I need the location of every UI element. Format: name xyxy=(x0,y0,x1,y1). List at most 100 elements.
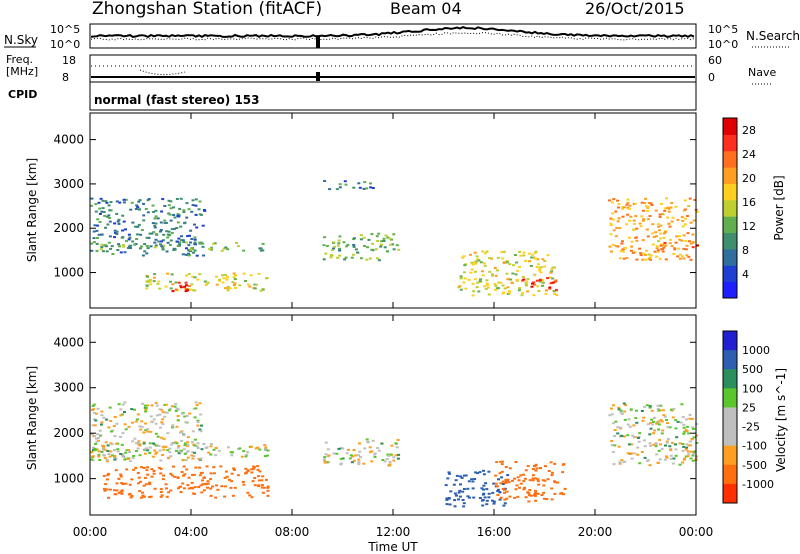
velocity-echo-cell xyxy=(660,447,664,450)
velocity-echo-cell xyxy=(612,404,616,407)
power-echo-cell xyxy=(612,198,616,201)
velocity-echo-cell xyxy=(681,443,685,445)
velocity-echo-cell xyxy=(682,426,686,429)
velocity-echo-cell xyxy=(659,404,663,407)
velocity-echo-cell xyxy=(138,490,142,493)
power-echo-cell xyxy=(551,277,555,280)
power-echo-cell xyxy=(232,276,236,279)
velocity-echo-cell xyxy=(365,438,369,441)
power-echo-cell xyxy=(644,197,648,200)
velocity-echo-cell xyxy=(682,423,686,426)
velocity-echo-cell xyxy=(186,484,190,487)
time-tick-label: 00:00 xyxy=(679,525,714,539)
velocity-echo-cell xyxy=(692,427,696,430)
power-echo-cell xyxy=(473,251,477,254)
power-echo-cell xyxy=(158,287,162,290)
power-echo-cell xyxy=(354,248,358,251)
power-echo-cell xyxy=(641,209,645,212)
velocity-echo-cell xyxy=(543,479,547,482)
velocity-echo-cell xyxy=(678,463,682,466)
power-echo-cell xyxy=(322,244,326,247)
velocity-echo-cell xyxy=(323,461,327,464)
velocity-echo-cell xyxy=(683,430,687,433)
velocity-echo-cell xyxy=(357,458,361,461)
power-echo-cell xyxy=(350,256,354,259)
power-echo-cell xyxy=(161,246,165,249)
velocity-echo-cell xyxy=(108,488,112,491)
velocity-echo-cell xyxy=(690,417,694,420)
velocity-echo-cell xyxy=(528,489,532,491)
power-echo-cell xyxy=(368,257,372,260)
power-echo-cell xyxy=(525,284,529,287)
power-echo-cell xyxy=(541,279,545,282)
power-echo-cell xyxy=(192,289,196,292)
power-echo-cell xyxy=(673,247,677,250)
velocity-echo-cell xyxy=(113,458,117,461)
power-echo-cell xyxy=(646,206,650,209)
velocity-echo-cell xyxy=(674,419,678,422)
velocity-colorbar-segment xyxy=(723,483,737,504)
power-echo-cell xyxy=(104,226,107,229)
velocity-echo-cell xyxy=(462,505,466,508)
power-echo-cell xyxy=(608,245,612,248)
velocity-echo-cell xyxy=(618,462,622,465)
power-echo-cell xyxy=(374,248,378,251)
velocity-echo-cell xyxy=(190,441,194,444)
velocity-echo-cell xyxy=(94,437,98,440)
power-echo-cell xyxy=(169,287,173,290)
power-echo-cell xyxy=(193,223,196,226)
power-echo-cell xyxy=(688,240,691,243)
noise-gap-marker xyxy=(316,36,320,48)
velocity-echo-cell xyxy=(162,474,165,477)
velocity-echo-cell xyxy=(460,476,464,479)
power-echo-cell xyxy=(462,255,466,258)
power-echo-cell xyxy=(122,220,126,223)
velocity-echo-cell xyxy=(123,423,127,426)
velocity-echo-cell xyxy=(167,456,171,459)
power-echo-cell xyxy=(371,242,374,245)
velocity-echo-cell xyxy=(140,420,144,423)
power-echo-cell xyxy=(152,211,156,213)
velocity-echo-cell xyxy=(497,488,500,491)
power-echo-cell xyxy=(666,206,670,209)
velocity-echo-cell xyxy=(373,456,377,458)
power-echo-cell xyxy=(550,268,554,271)
power-echo-cell xyxy=(524,260,528,262)
velocity-echo-cell xyxy=(692,436,696,439)
velocity-echo-cell xyxy=(223,476,227,479)
velocity-echo-cell xyxy=(690,438,694,440)
power-echo-cell xyxy=(128,247,132,249)
power-echo-cell xyxy=(187,252,191,255)
velocity-echo-cell xyxy=(148,442,152,445)
velocity-echo-cell xyxy=(523,486,527,489)
velocity-echo-cell xyxy=(633,452,637,455)
power-echo-cell xyxy=(397,248,401,251)
power-echo-cell xyxy=(329,256,333,259)
velocity-echo-cell xyxy=(669,454,673,457)
power-echo-cell xyxy=(510,281,514,284)
power-echo-cell xyxy=(459,288,463,291)
velocity-echo-cell xyxy=(98,429,102,432)
power-echo-cell xyxy=(485,279,489,282)
velocity-echo-cell xyxy=(179,485,182,488)
velocity-echo-cell xyxy=(196,419,200,422)
power-echo-cell xyxy=(172,214,176,216)
power-echo-cell xyxy=(344,256,348,259)
power-echo-cell xyxy=(118,201,122,204)
velocity-echo-cell xyxy=(544,465,547,468)
velocity-echo-cell xyxy=(674,454,678,457)
power-echo-cell xyxy=(182,209,186,212)
velocity-echo-cell xyxy=(159,472,163,475)
power-echo-cell xyxy=(194,204,198,207)
velocity-echo-cell xyxy=(107,453,111,455)
velocity-echo-cell xyxy=(93,435,96,438)
velocity-echo-cell xyxy=(323,456,327,459)
velocity-echo-cell xyxy=(392,459,396,462)
velocity-echo-cell xyxy=(153,487,157,490)
velocity-echo-cell xyxy=(533,493,537,495)
power-echo-cell xyxy=(490,273,494,276)
power-echo-cell xyxy=(330,249,334,252)
power-echo-cell xyxy=(648,256,652,259)
power-echo-cell xyxy=(491,274,494,277)
velocity-echo-cell xyxy=(640,410,644,412)
